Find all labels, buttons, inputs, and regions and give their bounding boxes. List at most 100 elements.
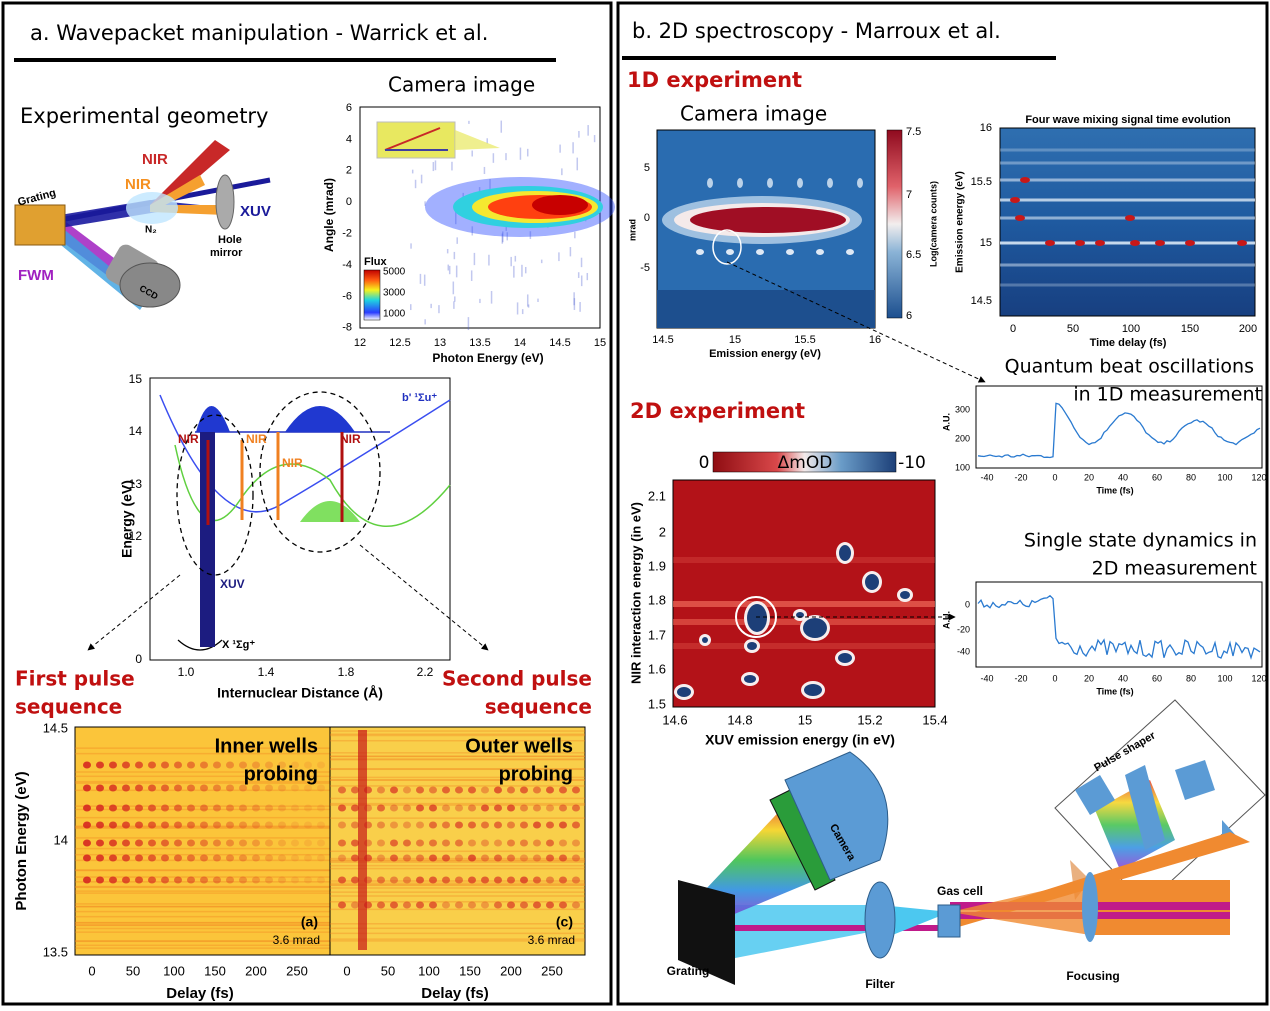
peak (148, 821, 156, 829)
streak (75, 940, 330, 942)
label: (a) (301, 914, 318, 930)
streak (330, 882, 585, 884)
peak (109, 839, 117, 847)
tick-label: 120 (1251, 472, 1266, 482)
peak (161, 839, 169, 847)
streak (75, 924, 330, 926)
streak (330, 861, 585, 863)
spot (737, 178, 743, 188)
peak (416, 839, 424, 847)
label: Angle (mrad) (322, 178, 336, 252)
label: Hole (218, 234, 242, 246)
peak (429, 839, 437, 847)
peak (148, 761, 156, 769)
label: A.U. (941, 611, 951, 629)
peak (377, 901, 385, 909)
peak (481, 839, 489, 847)
tick-label: 13.5 (469, 337, 490, 349)
peak (442, 821, 450, 829)
tick-label: 250 (286, 963, 308, 978)
streak (330, 860, 585, 862)
wavepacket (285, 406, 355, 432)
peak (481, 876, 489, 884)
streak (330, 797, 585, 800)
tick-label: 14 (514, 337, 526, 349)
speckle (516, 302, 519, 315)
speckle (502, 231, 504, 243)
peak (390, 786, 398, 794)
map (74, 726, 331, 956)
streak (75, 906, 330, 908)
peak (494, 821, 502, 829)
signal (532, 195, 588, 215)
peak (161, 854, 169, 862)
left-frame (1, 1, 613, 1006)
tick-label: -40 (957, 646, 970, 656)
tick-label: 200 (500, 963, 522, 978)
peak (187, 821, 195, 829)
peak (1155, 240, 1165, 246)
peak (317, 876, 325, 884)
tick-label: 200 (955, 433, 970, 443)
peak (265, 876, 273, 884)
label: Filter (865, 977, 895, 991)
peak (533, 839, 541, 847)
speckle (579, 302, 581, 312)
streak (75, 805, 330, 807)
peak (390, 804, 398, 812)
label: 0 (699, 453, 710, 473)
tick-label: 40 (1118, 673, 1128, 683)
peak (187, 854, 195, 862)
speckle (574, 231, 576, 239)
label: First pulse (15, 667, 135, 691)
speckle (573, 292, 575, 306)
speckle (526, 148, 529, 157)
speckle (438, 305, 440, 314)
streak (673, 643, 935, 649)
tick-label: 15 (729, 334, 741, 346)
peak (239, 804, 247, 812)
marker-circle (712, 229, 742, 265)
tick-label: 1.6 (648, 661, 666, 676)
streak (75, 853, 330, 856)
streak (75, 905, 330, 908)
tick-label: 2 (346, 165, 352, 177)
speckle (470, 270, 473, 281)
peak (455, 839, 463, 847)
beam (150, 140, 230, 210)
tick-label: 6.5 (906, 249, 921, 261)
streak (75, 775, 330, 778)
speckle (578, 130, 580, 138)
peak (148, 876, 156, 884)
peak (135, 839, 143, 847)
peak (135, 854, 143, 862)
panel-header: b. 2D spectroscopy - Marroux et al. (632, 19, 1001, 43)
peak (520, 854, 528, 862)
speckle (514, 255, 517, 262)
tick-label: 0 (965, 599, 970, 609)
line-signal (1000, 178, 1255, 182)
peak (390, 854, 398, 862)
peak (468, 876, 476, 884)
peak (135, 761, 143, 769)
peak (122, 804, 130, 812)
tick-label: 0 (1052, 472, 1057, 482)
line-signal (1000, 241, 1255, 245)
tick-label: 60 (1152, 472, 1162, 482)
speckle (455, 265, 458, 278)
label: Time delay (fs) (1090, 337, 1167, 349)
inset (376, 121, 456, 159)
label: Gas cell (937, 884, 983, 898)
peak (109, 804, 117, 812)
spot (827, 178, 833, 188)
tick-label: 200 (245, 963, 267, 978)
peak (468, 839, 476, 847)
peak (148, 784, 156, 792)
label: 2D measurement (1092, 558, 1257, 580)
peak (304, 804, 312, 812)
prism (1075, 775, 1115, 815)
peak (403, 876, 411, 884)
peak (572, 854, 580, 862)
speckle (479, 298, 481, 304)
streak (75, 816, 330, 819)
